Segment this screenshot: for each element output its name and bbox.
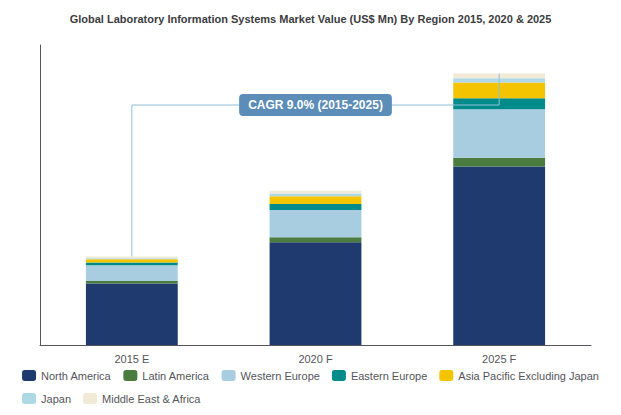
svg-text:2015 E: 2015 E — [114, 353, 149, 365]
svg-text:2025 F: 2025 F — [482, 353, 517, 365]
svg-text:Asia Pacific Excluding Japan: Asia Pacific Excluding Japan — [458, 370, 599, 382]
svg-text:CAGR 9.0% (2015-2025): CAGR 9.0% (2015-2025) — [248, 98, 383, 112]
svg-text:Eastern Europe: Eastern Europe — [351, 370, 427, 382]
svg-text:Middle East & Africa: Middle East & Africa — [102, 393, 201, 405]
svg-text:Western Europe: Western Europe — [241, 370, 320, 382]
svg-text:2020 F: 2020 F — [298, 353, 333, 365]
svg-text:Latin America: Latin America — [142, 370, 210, 382]
svg-text:North America: North America — [41, 370, 112, 382]
svg-text:Global Laboratory Information: Global Laboratory Information Systems Ma… — [70, 13, 552, 25]
svg-text:Japan: Japan — [41, 393, 71, 405]
